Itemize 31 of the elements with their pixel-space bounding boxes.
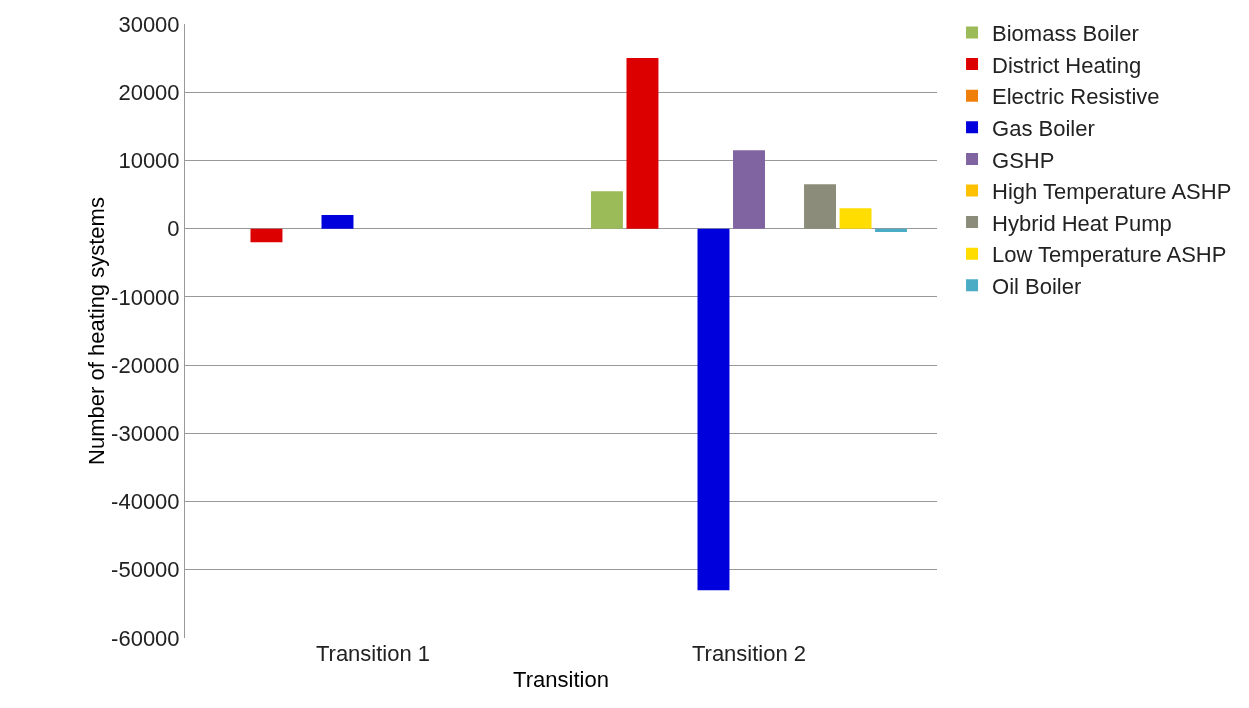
legend-label: Gas Boiler (992, 115, 1095, 141)
x-tick-label: Transition 2 (691, 641, 807, 666)
bar (321, 215, 354, 229)
x-axis-title: Transition (513, 666, 609, 692)
bar (839, 208, 872, 229)
y-tick-label: -30000 (111, 421, 180, 447)
bar (250, 228, 283, 243)
y-tick-label: -50000 (111, 557, 180, 583)
legend-label: High Temperature ASHP (992, 179, 1232, 205)
bar (804, 184, 836, 229)
legend-label: Electric Resistive (992, 84, 1160, 110)
legend-label: Oil Boiler (992, 273, 1082, 299)
y-tick-label: 30000 (118, 11, 180, 37)
legend-label: GSHP (992, 147, 1055, 173)
legend-label: District Heating (992, 52, 1142, 78)
y-axis-title: Number of heating systems (84, 197, 110, 465)
legend-label: Hybrid Heat Pump (992, 210, 1172, 236)
x-tick-label: Transition 1 (315, 641, 431, 666)
y-tick-label: -10000 (111, 284, 180, 310)
y-tick-label: 10000 (118, 148, 180, 174)
bar (590, 191, 623, 229)
bar (626, 58, 659, 229)
bar (697, 228, 730, 591)
y-tick-label: 0 (167, 216, 180, 242)
legend-label: Low Temperature ASHP (992, 242, 1227, 268)
y-tick-label: -20000 (111, 352, 180, 378)
legend-label: Biomass Boiler (992, 21, 1139, 47)
y-tick-label: 20000 (118, 79, 180, 105)
y-tick-label: -60000 (111, 625, 180, 651)
y-tick-label: -40000 (111, 489, 180, 515)
bar (733, 150, 765, 229)
